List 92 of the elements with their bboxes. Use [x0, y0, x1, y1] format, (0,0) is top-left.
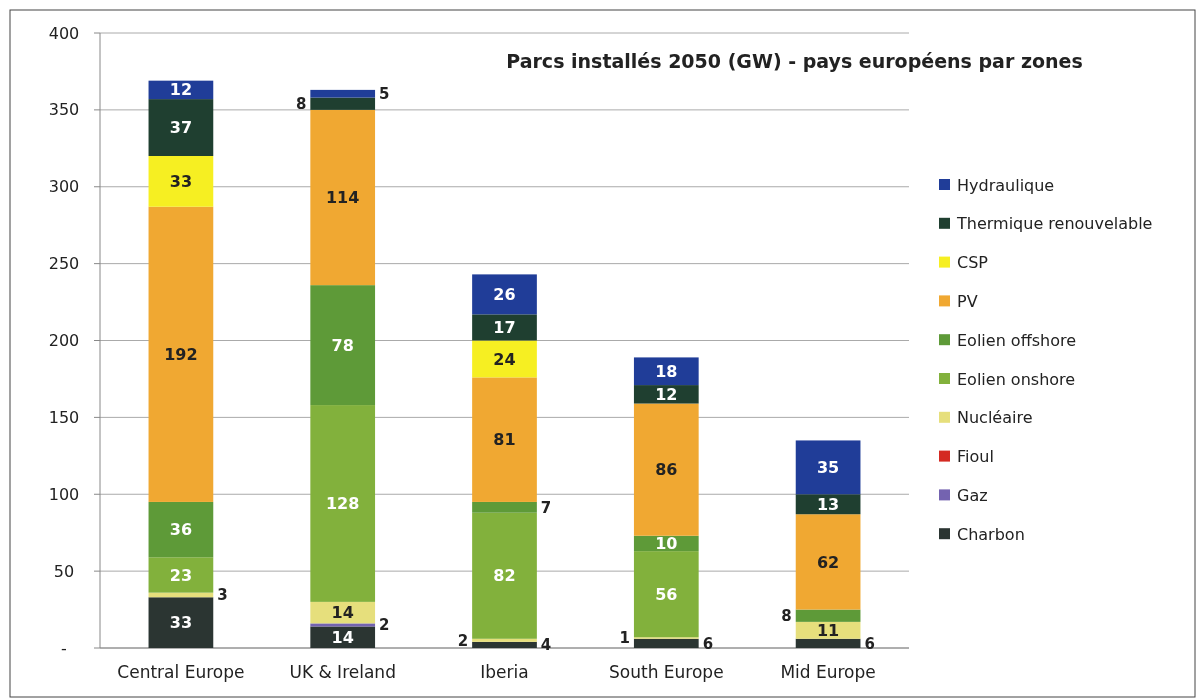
y-tick-label: -: [61, 638, 67, 658]
data-label: 33: [169, 613, 193, 633]
bar: [795, 638, 861, 648]
data-label: 18: [655, 361, 678, 381]
data-label: 17: [493, 318, 516, 338]
bar: [310, 89, 376, 98]
bar: [310, 626, 376, 648]
legend-label: Charbon: [957, 524, 1025, 544]
bar: [633, 551, 699, 638]
data-label: 2: [457, 631, 469, 650]
data-label: 23: [169, 565, 193, 585]
bar: [633, 403, 699, 536]
data-label: 192: [164, 344, 198, 364]
bar: [310, 623, 376, 627]
x-tick-label: Mid Europe: [780, 662, 876, 682]
data-label: 1: [619, 629, 630, 648]
data-label: 81: [493, 430, 516, 450]
y-tick-label: 100: [48, 484, 80, 504]
bar: [472, 641, 537, 648]
data-label: 128: [326, 494, 360, 514]
bar: [310, 405, 376, 602]
bar: [148, 99, 214, 156]
data-label: 12: [655, 384, 678, 404]
legend-label: Fioul: [957, 447, 994, 467]
text: Parcs installés 2050 (GW) - pays européens par zones: [506, 50, 1083, 72]
x-tick-label: Central Europe: [117, 662, 245, 682]
data-label: 37: [169, 118, 193, 138]
data-label: 7: [540, 498, 552, 517]
legend-label: PV: [957, 292, 978, 311]
data-label: 62: [816, 552, 840, 572]
bar: [148, 557, 214, 593]
y-tick-label: 250: [48, 254, 80, 274]
bar: [472, 638, 537, 642]
data-label: 6: [702, 634, 714, 653]
data-label: 8: [295, 94, 307, 113]
bar: [148, 597, 214, 648]
data-label: 6: [864, 634, 875, 653]
legend-label: Nucléaire: [957, 408, 1033, 428]
data-label: 26: [493, 284, 516, 304]
bar: [633, 385, 699, 404]
data-label: 12: [169, 80, 193, 100]
data-label: 2: [379, 616, 390, 635]
bar: [472, 512, 537, 639]
data-label: 33: [169, 171, 193, 191]
data-label: 4: [540, 636, 552, 655]
bar: [148, 156, 214, 207]
bar: [472, 314, 537, 341]
y-tick-label: 350: [48, 100, 80, 120]
data-label: 13: [816, 494, 840, 514]
data-label: 86: [655, 460, 678, 480]
bar: [633, 638, 699, 648]
y-tick-label: 200: [48, 331, 80, 351]
legend-label: Gaz: [957, 486, 988, 505]
legend-label: Thermique renouvelable: [956, 214, 1153, 234]
legend-label: Eolien onshore: [957, 369, 1076, 389]
bar: [472, 377, 537, 502]
bar: [310, 97, 376, 110]
data-label: 11: [816, 620, 840, 640]
bar: [633, 357, 699, 386]
legend-label: Eolien offshore: [957, 330, 1077, 350]
bar: [148, 206, 214, 502]
data-label: 78: [331, 335, 354, 355]
data-label: 14: [331, 627, 354, 647]
y-tick-label: 50: [53, 561, 75, 581]
data-label: 114: [326, 188, 360, 208]
data-label: 35: [816, 457, 840, 477]
y-tick-label: 400: [48, 23, 80, 43]
y-tick-label: 150: [48, 407, 80, 427]
bar: [310, 109, 376, 286]
data-label: 10: [655, 534, 678, 554]
bar: [795, 514, 861, 610]
data-label: 5: [379, 84, 390, 103]
data-label: 56: [655, 584, 678, 604]
legend-label: CSP: [957, 253, 989, 273]
x-tick-label: South Europe: [609, 662, 724, 682]
bar: [472, 340, 537, 378]
x-tick-label: Iberia: [480, 662, 529, 682]
data-label: 8: [781, 606, 792, 625]
y-tick-label: 300: [48, 177, 80, 197]
bar: [310, 285, 376, 406]
data-label: 3: [217, 586, 228, 605]
data-label: 82: [493, 566, 516, 586]
data-label: 24: [493, 349, 516, 369]
bar: [472, 501, 537, 513]
bar: [795, 609, 861, 622]
bar: [148, 501, 214, 558]
bar: [472, 274, 537, 315]
legend-label: Hydraulique: [957, 175, 1055, 195]
x-tick-label: UK & Ireland: [289, 662, 396, 682]
data-label: 14: [331, 603, 354, 623]
data-label: 36: [169, 520, 193, 540]
bar: [795, 440, 861, 495]
